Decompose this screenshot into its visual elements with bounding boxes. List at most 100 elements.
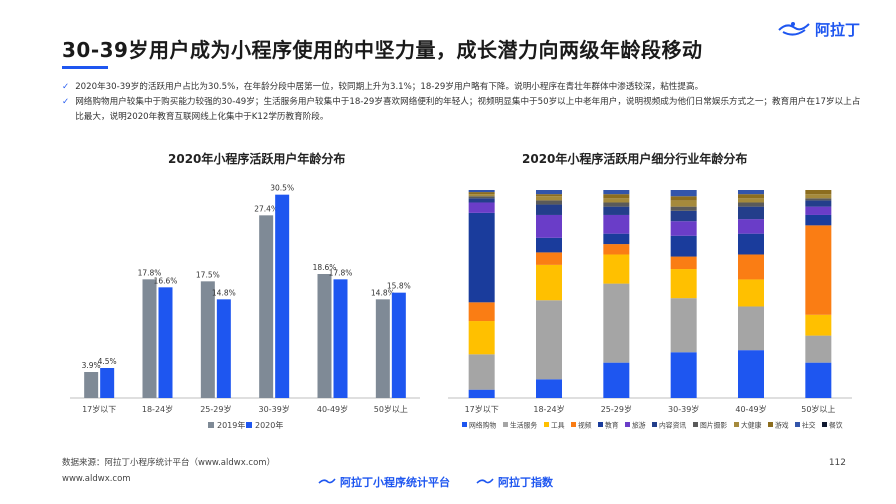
data-label: 27.4% (254, 204, 278, 213)
legend-label: 图片摄影 (700, 421, 727, 430)
legend-swatch (208, 422, 214, 428)
legend-swatch (598, 422, 603, 427)
data-source: 数据来源：阿拉丁小程序统计平台（www.aldwx.com） (62, 458, 276, 468)
lamp-icon (318, 478, 336, 484)
stack-segment-视频 (670, 256, 697, 270)
x-tick-label: 25-29岁 (601, 404, 632, 414)
legend-label: 社交 (802, 421, 816, 430)
stack-segment-游戏 (738, 194, 764, 199)
stack-segment-游戏 (603, 194, 630, 199)
stack-segment-网络购物 (805, 362, 832, 398)
stack-segment-图片摄影 (670, 206, 697, 211)
stack-segment-网络购物 (670, 352, 697, 398)
stack-segment-大健康 (536, 196, 562, 201)
legend-label: 游戏 (775, 421, 789, 430)
legend-swatch (544, 422, 549, 427)
stack-segment-教育 (468, 212, 495, 303)
stack-segment-旅游 (670, 221, 697, 236)
site-url[interactable]: www.aldwx.com (62, 474, 131, 484)
page-title: 30-39岁用户成为小程序使用的中坚力量，成长潜力向两级年龄段移动 (62, 38, 703, 62)
stack-segment-内容资讯 (805, 200, 832, 207)
data-label: 17.8% (138, 268, 162, 277)
x-tick-label: 17岁以下 (465, 404, 499, 414)
stack-segment-生活服务 (670, 298, 697, 353)
stack-segment-社交 (670, 190, 697, 197)
stack-segment-游戏 (468, 192, 495, 195)
legend-label: 内容资讯 (659, 421, 686, 430)
bar-2020年 (275, 194, 290, 398)
bar-2020年 (158, 287, 173, 398)
legend-swatch (571, 422, 576, 427)
stack-segment-大健康 (670, 200, 697, 207)
stack-segment-教育 (670, 235, 697, 257)
legend-swatch (652, 422, 657, 427)
legend-label: 工具 (551, 422, 565, 430)
stack-segment-生活服务 (805, 335, 832, 363)
stack-segment-工具 (536, 264, 562, 301)
stack-segment-网络购物 (603, 362, 630, 398)
data-label: 17.8% (329, 268, 353, 277)
x-tick-label: 25-29岁 (200, 404, 231, 414)
data-label: 17.5% (196, 270, 220, 279)
stack-segment-图片摄影 (536, 200, 562, 205)
stack-segment-视频 (536, 252, 562, 265)
bullet-text: 网络购物用户较集中于购买能力较强的30-49岁；生活服务用户较集中于18-29岁… (75, 97, 861, 122)
stack-segment-大健康 (468, 194, 495, 197)
data-label: 15.8% (387, 282, 411, 291)
stack-segment-内容资讯 (468, 198, 495, 203)
legend-swatch (768, 422, 773, 427)
bullet-text: 2020年30-39岁的活跃用户占比为30.5%，在年龄分段中居第一位，较同期上… (75, 82, 704, 92)
bar-2019年 (317, 274, 332, 398)
stack-segment-图片摄影 (603, 202, 630, 207)
data-label: 18.6% (313, 263, 337, 272)
stack-segment-内容资讯 (670, 210, 697, 222)
stack-segment-工具 (805, 314, 832, 336)
legend-label: 旅游 (632, 421, 646, 430)
legend-label: 视频 (578, 421, 592, 430)
stack-segment-图片摄影 (468, 196, 495, 199)
x-tick-label: 18-24岁 (142, 404, 173, 414)
stack-segment-旅游 (805, 206, 832, 215)
legend-label: 2019年 (217, 420, 245, 430)
stack-segment-生活服务 (603, 283, 630, 363)
stack-segment-教育 (536, 237, 562, 253)
stack-segment-旅游 (536, 214, 562, 238)
bar-2020年 (391, 292, 406, 398)
stack-segment-视频 (738, 254, 764, 280)
bar-2020年 (216, 299, 231, 398)
check-icon: ✓ (62, 97, 70, 107)
stack-segment-旅游 (603, 214, 630, 234)
stack-segment-视频 (805, 225, 832, 315)
data-label: 16.6% (154, 276, 178, 285)
stack-segment-游戏 (670, 196, 697, 201)
stack-segment-社交 (603, 190, 630, 195)
bar-2019年 (84, 372, 99, 398)
stack-segment-生活服务 (536, 300, 562, 380)
bar-2019年 (142, 279, 157, 398)
age-distribution-bar-chart: 3.9%4.5%17岁以下17.8%16.6%18-24岁17.5%14.8%2… (70, 184, 420, 430)
bar-2019年 (259, 215, 274, 398)
stack-segment-内容资讯 (738, 206, 764, 220)
check-icon: ✓ (62, 82, 70, 92)
legend-label: 教育 (605, 421, 619, 430)
data-label: 30.5% (270, 184, 294, 193)
title-underline (62, 66, 108, 69)
stack-segment-社交 (536, 190, 562, 195)
brand-logo: 阿拉丁 (777, 18, 860, 40)
x-tick-label: 18-24岁 (533, 404, 564, 414)
legend-swatch (795, 422, 800, 427)
stack-segment-图片摄影 (738, 202, 764, 207)
stack-segment-游戏 (536, 194, 562, 197)
logo-text: 阿拉丁 (814, 20, 860, 39)
x-tick-label: 40-49岁 (735, 404, 766, 414)
bar-2020年 (333, 279, 348, 398)
legend-swatch (693, 422, 698, 427)
stack-segment-社交 (468, 190, 495, 193)
legend-swatch (734, 422, 739, 427)
left-chart-title: 2020年小程序活跃用户年龄分布 (168, 152, 346, 166)
legend-label: 大健康 (741, 421, 762, 430)
lamp-icon (778, 22, 810, 36)
stack-segment-生活服务 (738, 306, 764, 351)
right-chart-title: 2020年小程序活跃用户细分行业年龄分布 (522, 152, 748, 166)
data-label: 14.8% (212, 288, 236, 297)
